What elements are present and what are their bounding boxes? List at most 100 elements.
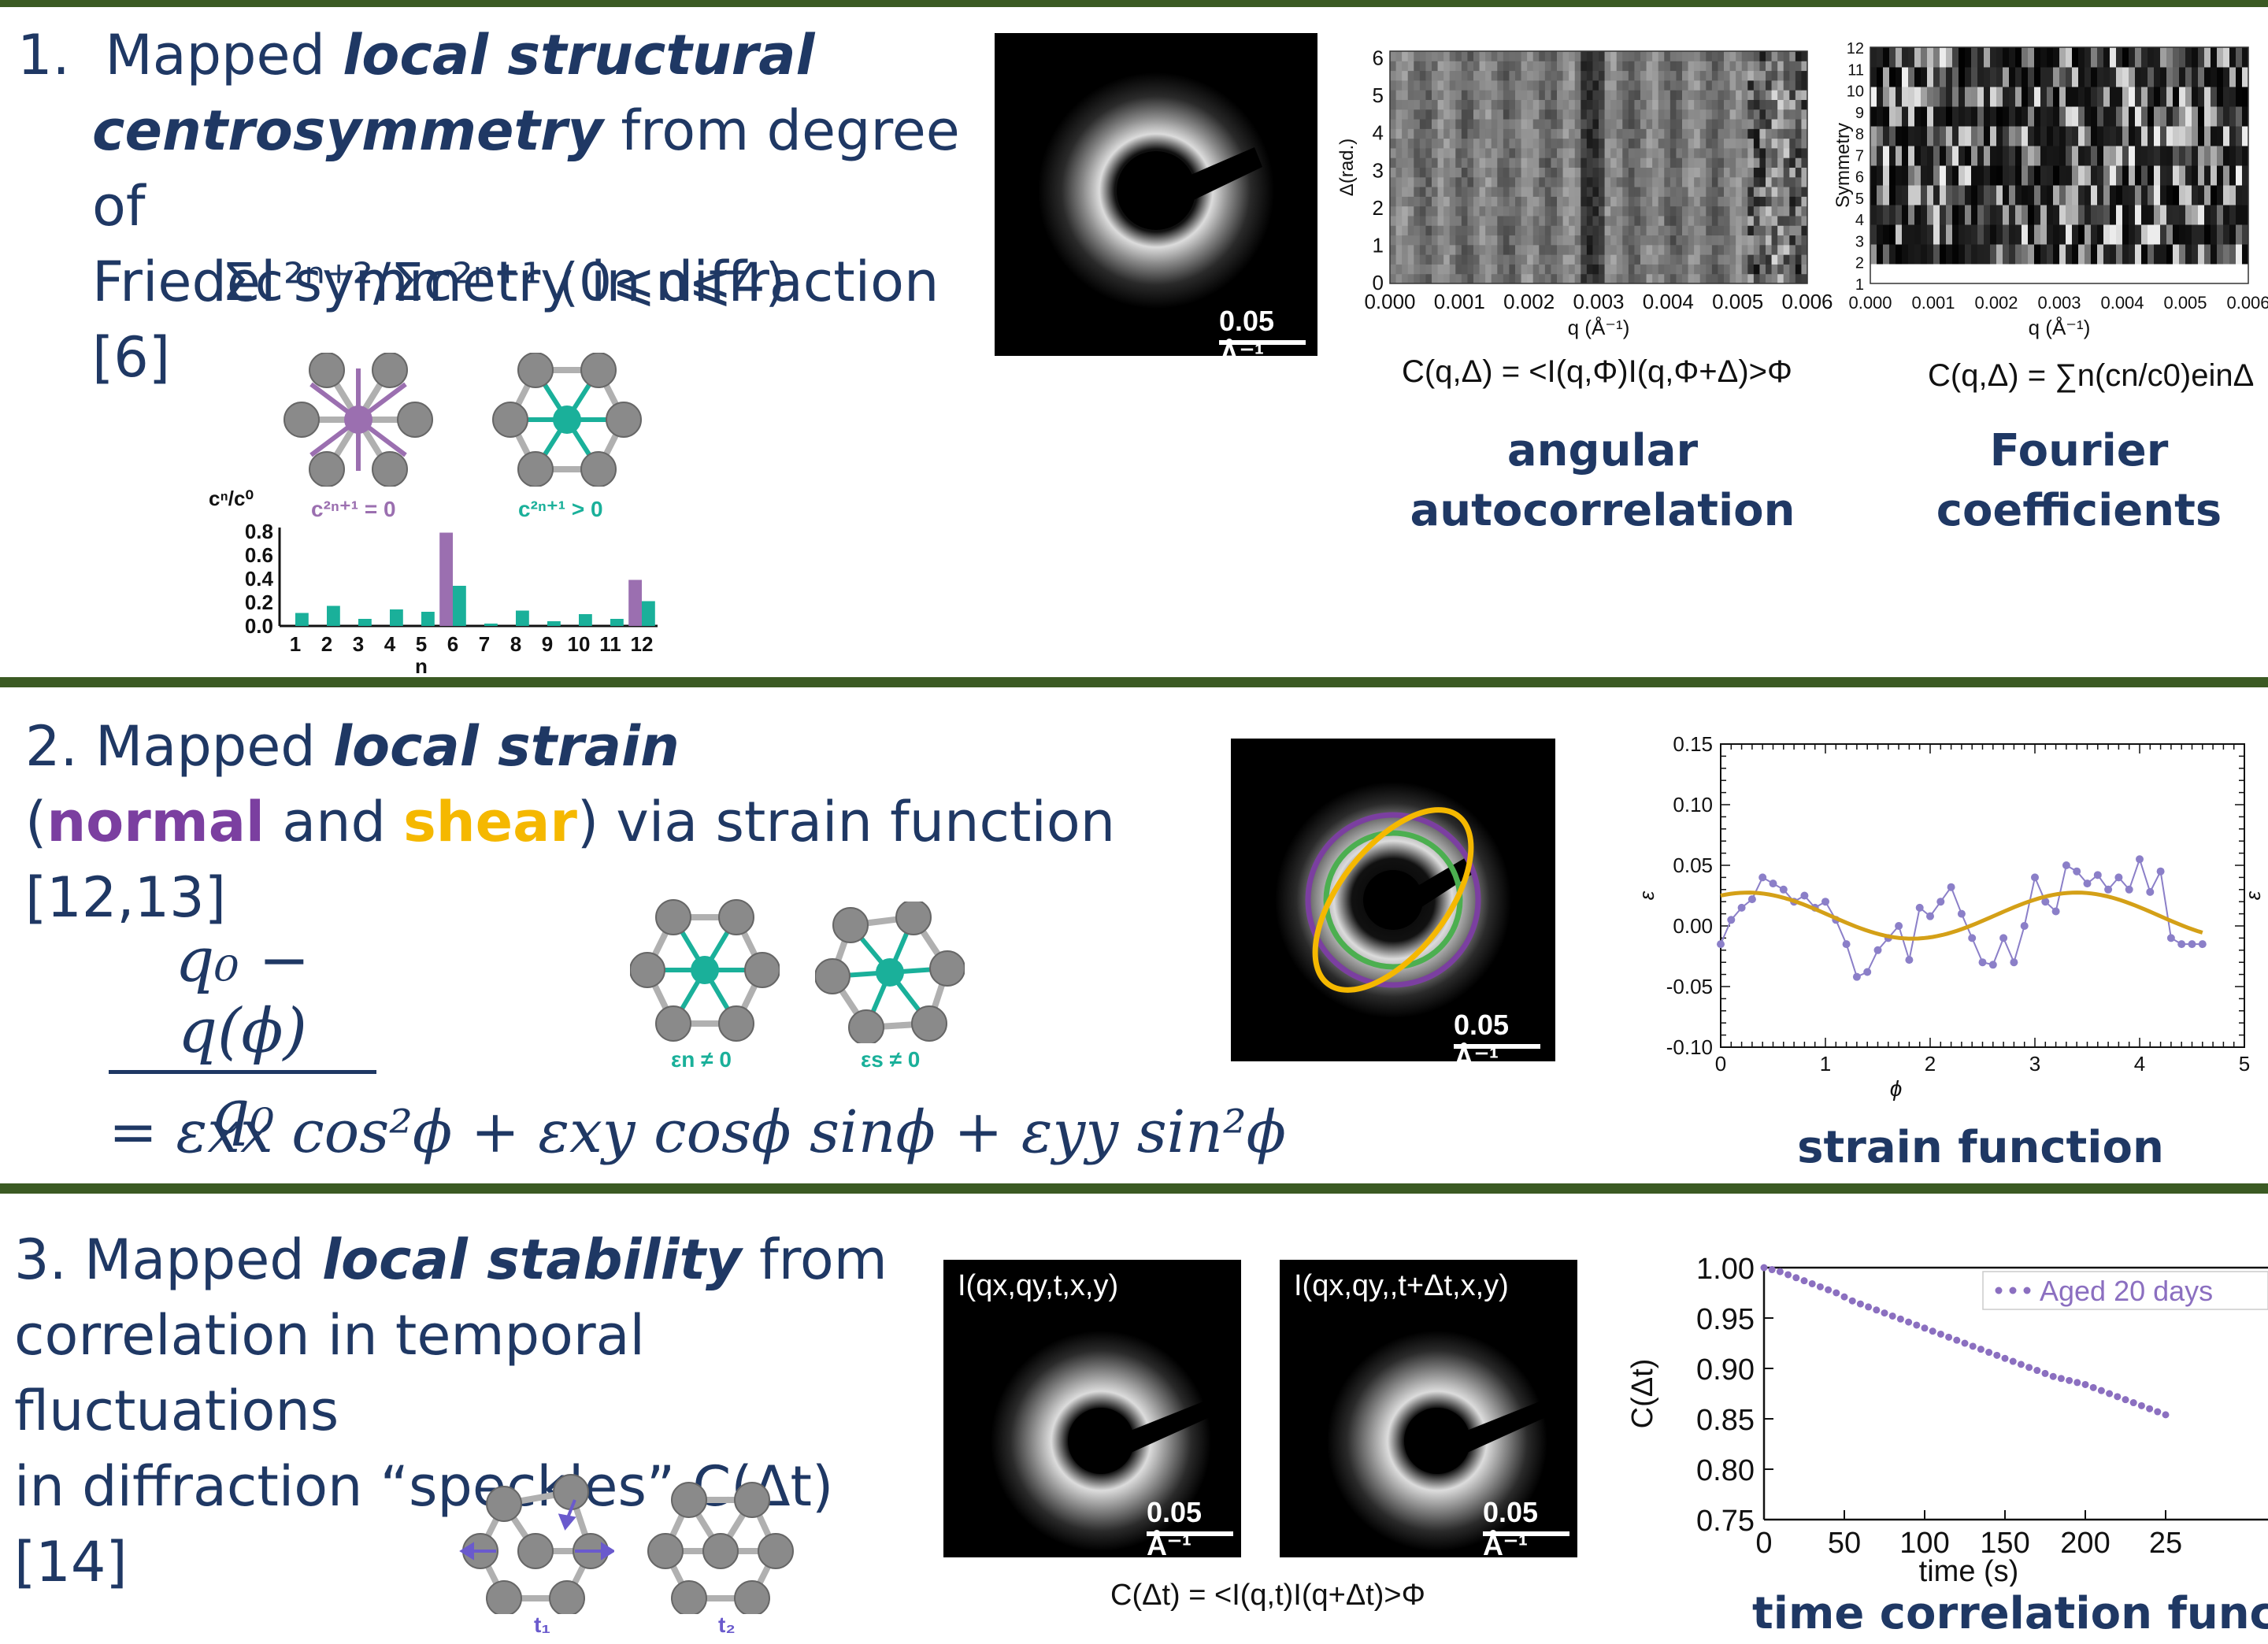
heatmap-cell [2179,205,2186,225]
heatmap-cell [1509,147,1516,158]
heatmap-cell [1971,87,1978,107]
heatmap-cell [1959,146,1966,166]
heatmap-cell [1443,273,1451,284]
heatmap-cell [1670,51,1677,61]
heatmap-cell [1896,185,1903,206]
heatmap-cell [1718,264,1725,275]
heatmap-cell [1437,90,1444,100]
heatmap-cell [1759,80,1766,91]
heatmap-cell [1604,264,1611,275]
heatmap-cell [1777,138,1784,149]
heatmap-cell [1747,128,1755,139]
heatmap-cell [1658,90,1665,100]
heatmap-cell [1532,90,1540,100]
heatmap-cell [1646,235,1653,246]
heatmap-cell [1425,167,1432,178]
heatmap-cell [1724,157,1731,168]
heatmap-cell [1562,109,1569,120]
heatmap-cell [1599,244,1606,255]
heatmap-cell [1515,244,1522,255]
heatmap-cell [1682,235,1689,246]
heatmap-cell [1586,157,1593,168]
heatmap-cell [2204,87,2211,107]
heatmap-cell [2022,67,2029,87]
heatmap-ylabel: Δ(rad.) [1339,139,1358,196]
heatmap-cell [1771,99,1778,110]
heatmap-cell [1461,70,1468,81]
heatmap-cell [1414,167,1421,178]
heatmap-cell [2160,47,2167,68]
bar [642,601,655,626]
heatmap-cell [1628,167,1635,178]
heatmap-cell [1395,90,1403,100]
heatmap-cell [1783,187,1790,197]
heatmap-cell [1509,187,1516,197]
heatmap-cell [1759,157,1766,168]
heatmap-cell [1449,225,1456,236]
heatmap-cell [1694,254,1701,265]
heatmap-cell [1940,185,1947,206]
heatmap-cell [1952,87,1959,107]
heatmap-cell [2116,165,2123,186]
heatmap-cell [1604,176,1611,187]
heatmap-cell [1390,70,1397,81]
heatmap-cell [2078,67,2085,87]
heatmap-cell [1581,167,1588,178]
heatmap-cell [1485,61,1492,72]
heatmap-cell [1688,206,1695,217]
heatmap-cell [2116,146,2123,166]
heatmap-cell [1521,157,1528,168]
heatmap-cell [2192,126,2199,146]
heatmap-cell [1747,119,1755,129]
heatmap-cell [1515,128,1522,139]
bar [327,605,340,626]
heatmap-cell [1694,273,1701,284]
heatmap-cell [1592,119,1599,129]
heatmap-cell [1557,167,1564,178]
heatmap-cell [1574,206,1581,217]
heatmap-cell [1497,254,1504,265]
heatmap-cell [1485,167,1492,178]
heatmap-cell [1503,99,1510,110]
heatmap-cell [1557,206,1564,217]
heatmap-cell [1741,128,1748,139]
heatmap-cell [1676,254,1683,265]
heatmap-cell [2034,244,2041,265]
heatmap-cell [1455,119,1462,129]
heatmap-cell [2110,126,2117,146]
heatmap-cell [1711,215,1718,226]
heatmap-cell [1801,90,1808,100]
heatmap-cell [1724,147,1731,158]
heatmap-cell [1473,225,1480,236]
heatmap-cell [2141,264,2148,284]
heatmap-cell [1699,138,1707,149]
heatmap-cell [1414,90,1421,100]
heatmap-cell [1699,254,1707,265]
heatmap-cell [1729,51,1736,61]
heatmap-cell [2192,47,2199,68]
heatmap-cell [1586,167,1593,178]
heatmap-cell [2141,47,2148,68]
heatmap-cell [1940,224,1947,245]
time-data-point [1936,1330,1944,1338]
heatmap-cell [1509,90,1516,100]
heatmap-cell [1432,80,1439,91]
heatmap-cell [1652,70,1659,81]
heatmap-cell [2141,106,2148,127]
heatmap-cell [1753,176,1760,187]
heatmap-cell [2242,146,2249,166]
heatmap-cell [1736,147,1743,158]
heatmap-cell [1485,225,1492,236]
heatmap-cell [1889,146,1896,166]
heatmap-cell [1402,109,1409,120]
heatmap-cell [1390,99,1397,110]
heatmap-cell [2066,47,2073,68]
heatmap-cell [1676,215,1683,226]
heatmap-cell [1491,128,1498,139]
heatmap-cell [1402,51,1409,61]
heatmap-cell [1753,167,1760,178]
heatmap-cell [1449,128,1456,139]
heatmap-cell [1527,61,1534,72]
heatmap-cell [1664,147,1671,158]
